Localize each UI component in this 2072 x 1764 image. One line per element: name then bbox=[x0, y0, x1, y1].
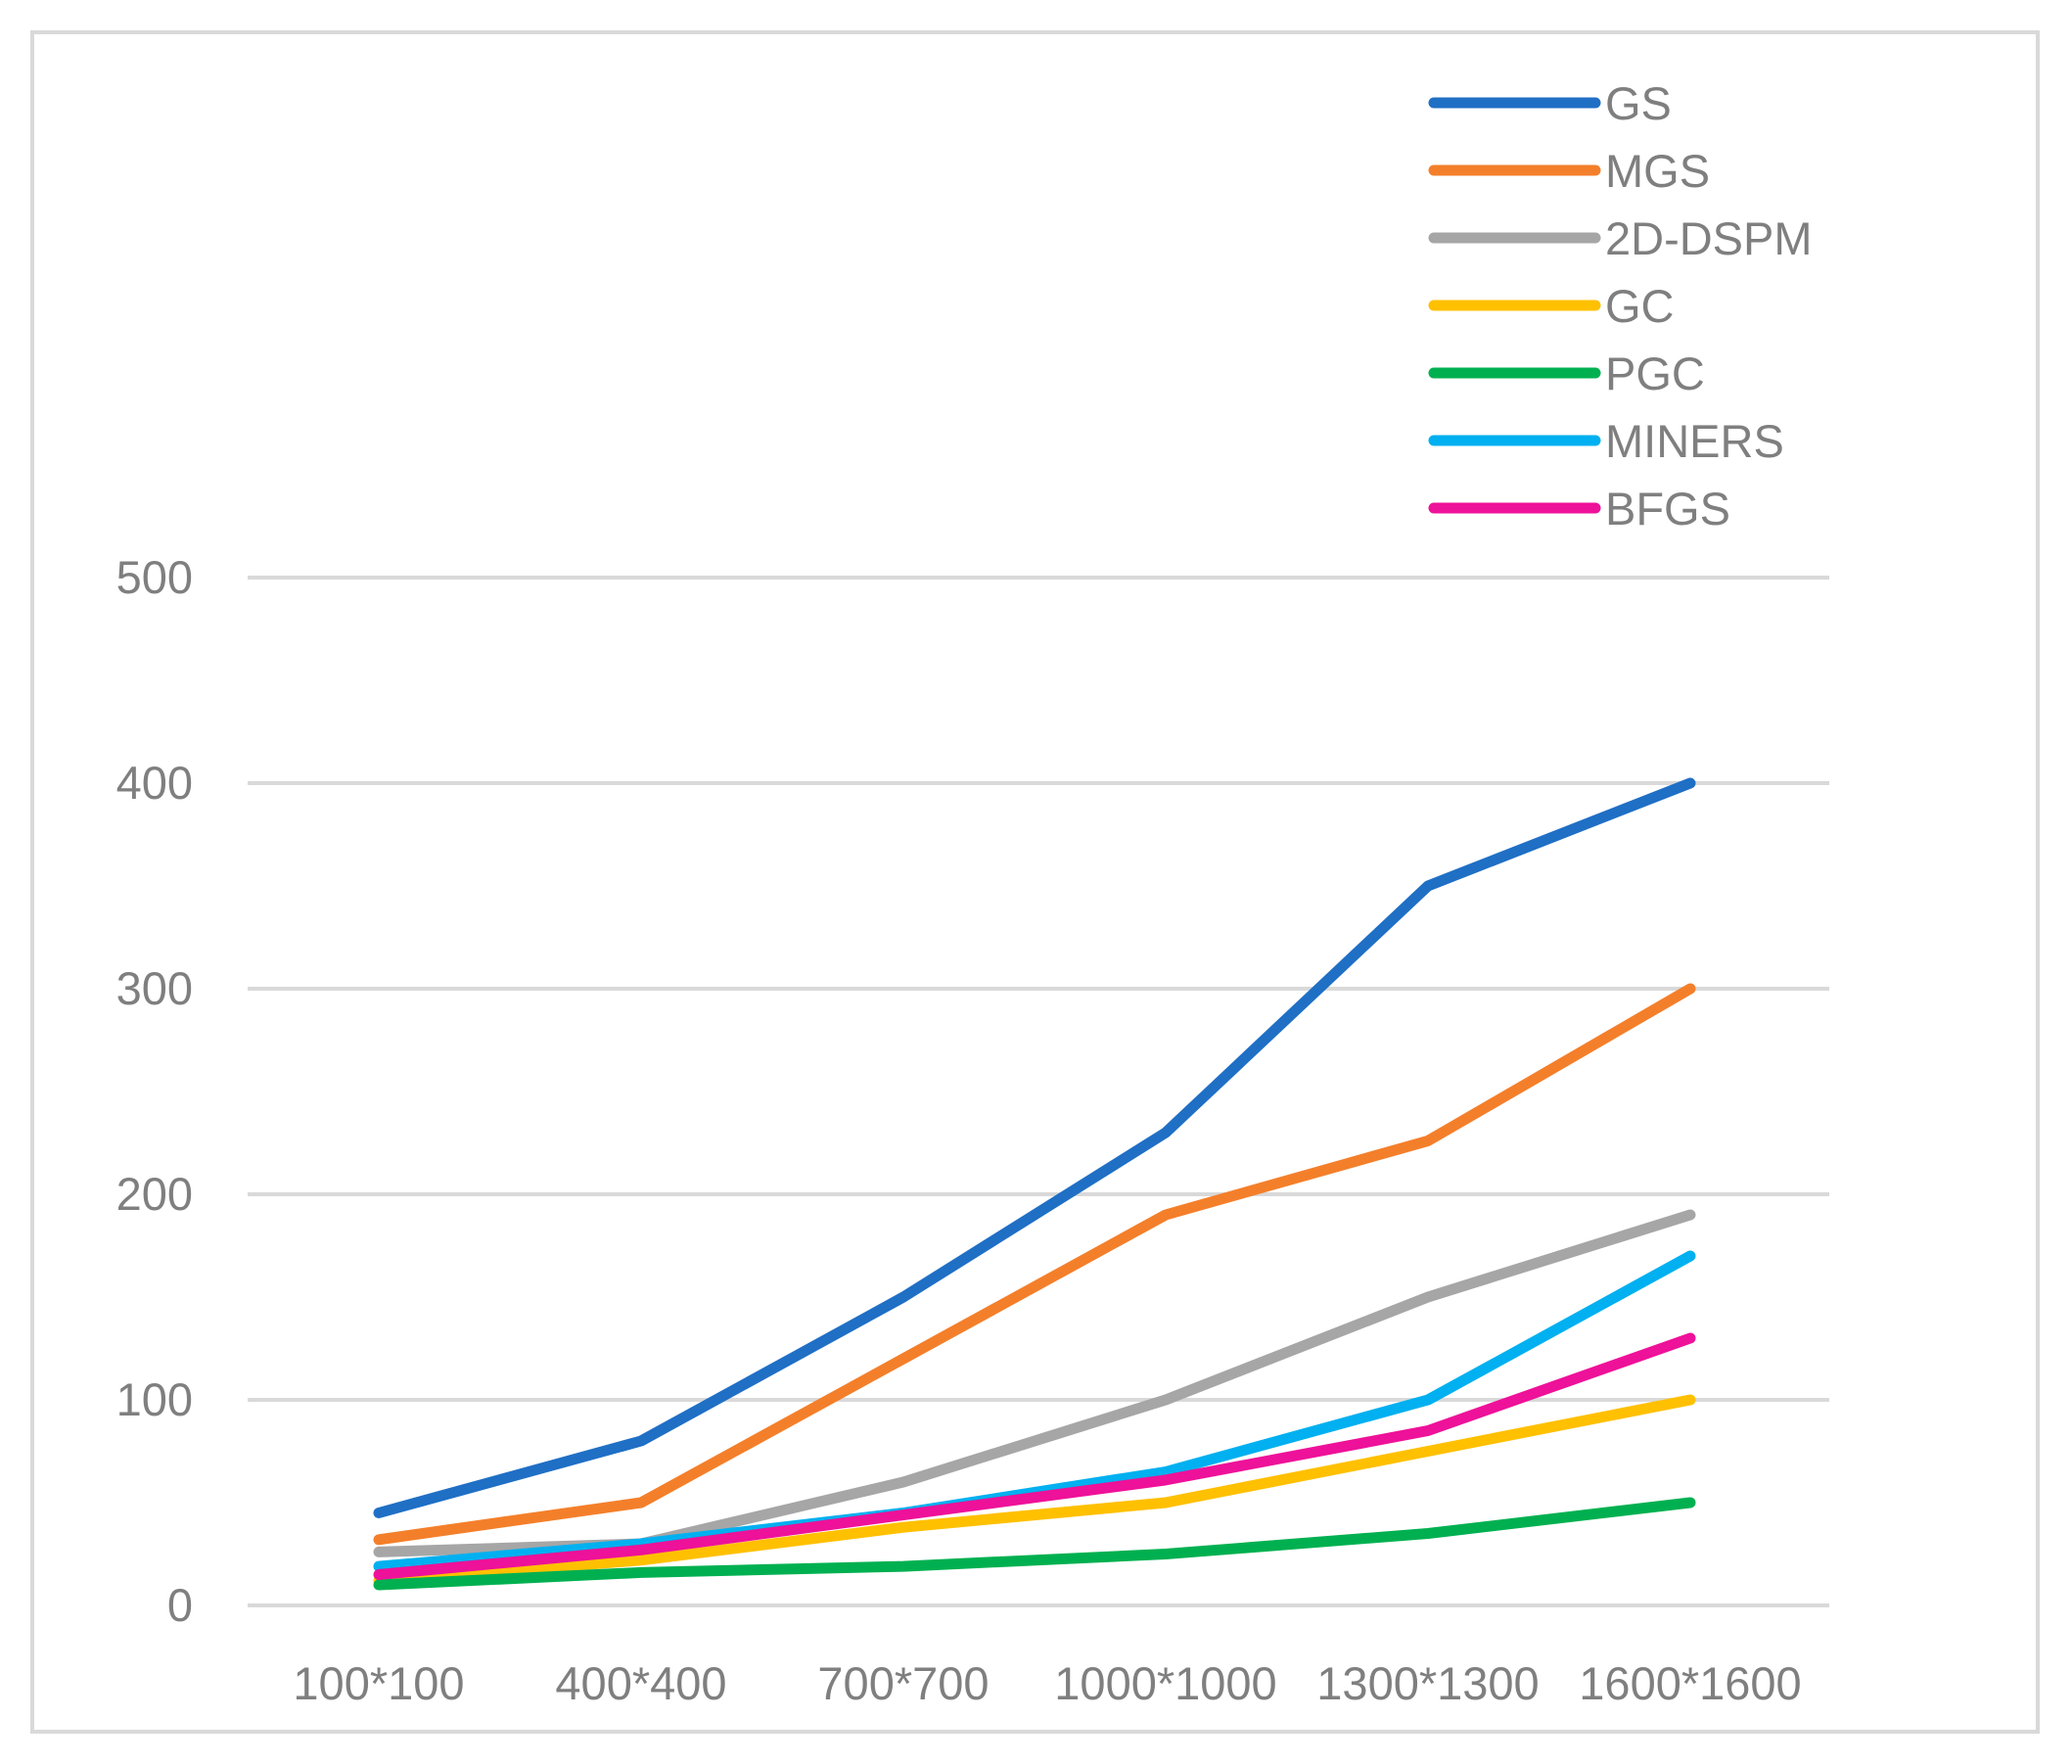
legend-item-miners[interactable]: MINERS bbox=[1428, 415, 1784, 467]
legend-label: GS bbox=[1605, 77, 1672, 129]
series-line-gc[interactable] bbox=[373, 1394, 1696, 1587]
y-tick-label: 0 bbox=[167, 1579, 193, 1631]
x-tick-label: 1300*1300 bbox=[1316, 1657, 1539, 1709]
x-tick-label: 700*700 bbox=[817, 1657, 989, 1709]
series-line-gs[interactable] bbox=[373, 777, 1696, 1518]
legend-label: PGC bbox=[1605, 348, 1705, 399]
legend-label: MGS bbox=[1605, 145, 1710, 197]
legend-label: BFGS bbox=[1605, 483, 1730, 534]
gridlines bbox=[248, 576, 1829, 1607]
series-line-mgs[interactable] bbox=[373, 983, 1696, 1546]
legend-label: GC bbox=[1605, 280, 1675, 332]
x-tick-label: 1600*1600 bbox=[1579, 1657, 1801, 1709]
legend-item-2d-dspm[interactable]: 2D-DSPM bbox=[1428, 212, 1813, 264]
y-axis-ticks: 0 100 200 300 400 500 bbox=[116, 551, 193, 1631]
legend-item-gc[interactable]: GC bbox=[1428, 280, 1675, 332]
series-lines bbox=[373, 777, 1696, 1591]
x-tick-label: 400*400 bbox=[555, 1657, 726, 1709]
legend-item-pgc[interactable]: PGC bbox=[1428, 348, 1705, 399]
series-line-pgc[interactable] bbox=[373, 1497, 1696, 1591]
x-tick-label: 1000*1000 bbox=[1054, 1657, 1276, 1709]
legend-item-gs[interactable]: GS bbox=[1428, 77, 1672, 129]
legend-item-mgs[interactable]: MGS bbox=[1428, 145, 1710, 197]
series-line-bfgs[interactable] bbox=[373, 1332, 1696, 1580]
y-tick-label: 300 bbox=[116, 962, 193, 1014]
y-tick-label: 200 bbox=[116, 1168, 193, 1220]
x-tick-label: 100*100 bbox=[293, 1657, 464, 1709]
y-tick-label: 400 bbox=[116, 757, 193, 809]
chart-frame: 0 100 200 300 400 500 100*100 400*400 700*700 10… bbox=[30, 30, 2040, 1734]
y-tick-label: 100 bbox=[116, 1373, 193, 1425]
legend-label: MINERS bbox=[1605, 415, 1784, 467]
legend-item-bfgs[interactable]: BFGS bbox=[1428, 483, 1730, 534]
x-axis-ticks: 100*100 400*400 700*700 1000*1000 1300*1300 1… bbox=[293, 1657, 1801, 1709]
legend[interactable]: GS MGS 2D-DSPM GC PGC MINERS BFGS bbox=[1428, 77, 1813, 534]
y-tick-label: 500 bbox=[116, 551, 193, 603]
legend-label: 2D-DSPM bbox=[1605, 212, 1813, 264]
